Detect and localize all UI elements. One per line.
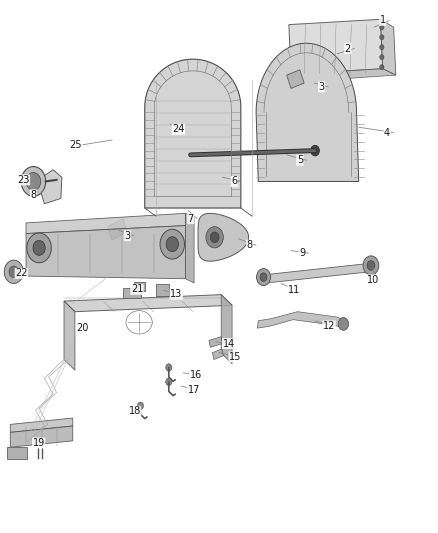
Circle shape <box>380 25 384 30</box>
Text: 6: 6 <box>231 176 237 187</box>
Polygon shape <box>64 301 75 370</box>
Polygon shape <box>291 69 396 82</box>
Circle shape <box>26 173 41 190</box>
Polygon shape <box>145 59 241 208</box>
Text: 21: 21 <box>131 285 143 294</box>
Text: 1: 1 <box>380 15 386 26</box>
Polygon shape <box>209 337 223 348</box>
Text: 16: 16 <box>190 370 202 381</box>
Polygon shape <box>26 213 185 233</box>
Text: 5: 5 <box>297 155 303 165</box>
Circle shape <box>33 240 45 255</box>
Circle shape <box>166 364 172 371</box>
Circle shape <box>21 166 46 196</box>
Circle shape <box>27 233 51 263</box>
Text: 7: 7 <box>187 214 194 224</box>
Polygon shape <box>11 418 73 432</box>
Circle shape <box>380 64 384 70</box>
Text: 19: 19 <box>32 438 45 448</box>
Polygon shape <box>108 219 127 240</box>
Circle shape <box>367 261 375 270</box>
Polygon shape <box>26 225 185 279</box>
Text: 14: 14 <box>223 338 235 349</box>
Circle shape <box>260 273 267 281</box>
Polygon shape <box>221 295 232 364</box>
Circle shape <box>304 75 309 81</box>
Circle shape <box>160 229 184 259</box>
Text: 3: 3 <box>318 82 325 92</box>
Text: 13: 13 <box>170 289 182 299</box>
Polygon shape <box>381 19 396 75</box>
Polygon shape <box>287 70 304 88</box>
Text: 2: 2 <box>345 44 351 53</box>
Text: 12: 12 <box>323 321 335 331</box>
Circle shape <box>4 260 23 284</box>
Circle shape <box>380 54 384 60</box>
Text: 10: 10 <box>367 275 379 285</box>
Bar <box>124 288 141 298</box>
Text: 25: 25 <box>70 140 82 150</box>
Text: 22: 22 <box>15 269 28 278</box>
Circle shape <box>9 266 18 278</box>
Polygon shape <box>289 19 383 74</box>
Bar <box>134 282 145 292</box>
Text: 8: 8 <box>247 240 253 250</box>
Polygon shape <box>198 213 249 261</box>
Text: 20: 20 <box>76 322 88 333</box>
Text: 3: 3 <box>124 231 131 241</box>
Circle shape <box>338 318 349 330</box>
Circle shape <box>210 232 219 243</box>
Polygon shape <box>41 169 62 204</box>
Polygon shape <box>212 349 223 360</box>
Circle shape <box>363 256 379 275</box>
Circle shape <box>311 146 319 156</box>
Circle shape <box>257 269 271 286</box>
Text: 24: 24 <box>172 124 185 134</box>
Polygon shape <box>256 43 359 181</box>
Text: 17: 17 <box>187 385 200 395</box>
Text: 11: 11 <box>288 286 300 295</box>
Polygon shape <box>258 312 346 328</box>
Polygon shape <box>259 260 376 282</box>
Text: 4: 4 <box>384 127 390 138</box>
Bar <box>7 447 27 459</box>
Polygon shape <box>64 295 232 312</box>
Text: 9: 9 <box>299 248 305 258</box>
Circle shape <box>166 378 172 385</box>
Circle shape <box>186 150 195 160</box>
Circle shape <box>206 227 223 248</box>
Polygon shape <box>11 426 73 447</box>
Bar <box>155 284 169 296</box>
Text: 8: 8 <box>30 190 36 200</box>
Text: 23: 23 <box>17 175 30 185</box>
Text: 18: 18 <box>129 406 141 416</box>
Circle shape <box>166 237 178 252</box>
Circle shape <box>380 35 384 40</box>
Polygon shape <box>185 213 194 283</box>
Circle shape <box>312 75 318 81</box>
Circle shape <box>380 45 384 50</box>
Text: 15: 15 <box>229 352 241 362</box>
Circle shape <box>138 402 144 409</box>
